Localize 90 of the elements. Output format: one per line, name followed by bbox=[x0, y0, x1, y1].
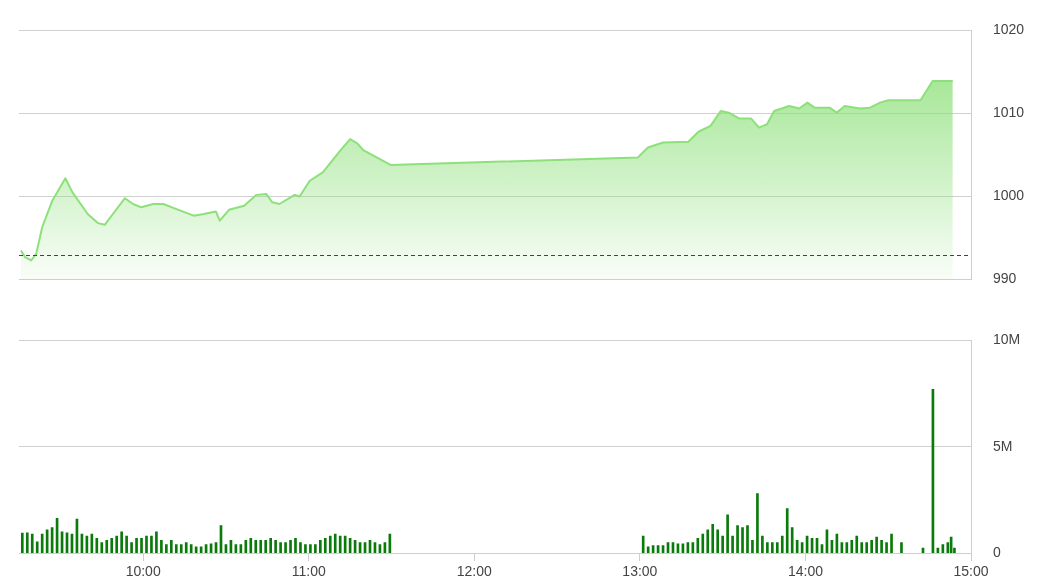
bar bbox=[249, 537, 253, 554]
bar bbox=[323, 537, 327, 554]
bar bbox=[880, 540, 883, 554]
bar bbox=[641, 535, 645, 554]
bar bbox=[746, 525, 749, 554]
bar bbox=[314, 544, 317, 554]
bar bbox=[780, 535, 784, 554]
bar bbox=[289, 540, 292, 554]
bar bbox=[279, 542, 282, 554]
bar bbox=[269, 537, 272, 554]
bar bbox=[189, 544, 193, 554]
x-tick-label: 13:00 bbox=[622, 563, 658, 580]
bar bbox=[254, 540, 258, 554]
bar bbox=[900, 542, 903, 554]
bar bbox=[294, 537, 297, 554]
bar bbox=[155, 531, 158, 554]
bar bbox=[184, 542, 188, 554]
bar bbox=[20, 532, 24, 554]
bar bbox=[333, 533, 337, 554]
bar bbox=[165, 544, 168, 554]
bar bbox=[338, 535, 342, 554]
bar bbox=[40, 533, 44, 554]
bar bbox=[721, 535, 724, 554]
bar bbox=[150, 535, 153, 554]
bar bbox=[30, 533, 34, 554]
bar bbox=[284, 542, 287, 554]
bar bbox=[875, 536, 878, 554]
bar bbox=[790, 527, 794, 554]
y-tick-label: 1000 bbox=[993, 187, 1025, 204]
y-tick-label: 1020 bbox=[993, 21, 1025, 38]
x-tick-label: 10:00 bbox=[125, 563, 161, 580]
bar bbox=[696, 537, 700, 554]
bar bbox=[115, 535, 119, 554]
bar bbox=[328, 535, 332, 554]
bar bbox=[711, 523, 715, 554]
bar bbox=[95, 537, 99, 554]
bar bbox=[885, 542, 888, 554]
bar bbox=[299, 542, 302, 554]
bar bbox=[140, 537, 143, 554]
bar bbox=[775, 542, 779, 554]
bar bbox=[125, 535, 128, 554]
y-tick-label: 0 bbox=[993, 544, 1001, 561]
bar bbox=[761, 535, 764, 554]
bar bbox=[731, 535, 734, 554]
bar bbox=[179, 544, 183, 554]
y-tick-label: 5M bbox=[993, 437, 1013, 454]
bar bbox=[274, 540, 277, 554]
bar bbox=[264, 540, 268, 554]
bar bbox=[736, 525, 739, 554]
bar bbox=[135, 537, 138, 554]
bar bbox=[716, 529, 720, 554]
bar bbox=[850, 540, 854, 554]
bar bbox=[35, 541, 39, 554]
bar bbox=[145, 535, 148, 554]
y-tick-label: 990 bbox=[993, 270, 1017, 287]
bar bbox=[259, 540, 263, 554]
bar bbox=[701, 533, 705, 554]
bar bbox=[865, 542, 869, 554]
bar bbox=[319, 540, 322, 554]
x-tick-label: 11:00 bbox=[291, 563, 326, 580]
bar bbox=[785, 508, 789, 554]
bar bbox=[756, 493, 759, 554]
bar bbox=[766, 542, 769, 554]
y-tick-label: 10M bbox=[993, 331, 1021, 348]
bar bbox=[105, 540, 109, 554]
bar bbox=[845, 542, 849, 554]
y-tick-label: 1010 bbox=[993, 104, 1025, 121]
bar bbox=[309, 544, 312, 554]
bar bbox=[100, 542, 104, 554]
bar bbox=[860, 542, 864, 554]
x-tick-label: 15:00 bbox=[953, 563, 989, 580]
bar bbox=[706, 529, 710, 554]
bar bbox=[770, 542, 774, 554]
bar bbox=[855, 535, 859, 554]
bar bbox=[741, 527, 744, 554]
bar bbox=[890, 533, 893, 554]
bar bbox=[130, 542, 133, 554]
bar bbox=[120, 531, 123, 554]
bar bbox=[751, 540, 754, 554]
x-tick-label: 12:00 bbox=[456, 563, 493, 580]
bar bbox=[160, 540, 163, 554]
bar bbox=[110, 537, 114, 554]
bar bbox=[304, 544, 307, 554]
bar bbox=[25, 532, 29, 554]
bar bbox=[174, 544, 178, 554]
bar bbox=[870, 540, 873, 554]
bar bbox=[169, 540, 173, 554]
x-tick-label: 14:00 bbox=[787, 563, 824, 580]
bar bbox=[244, 540, 248, 554]
bar bbox=[726, 514, 729, 554]
